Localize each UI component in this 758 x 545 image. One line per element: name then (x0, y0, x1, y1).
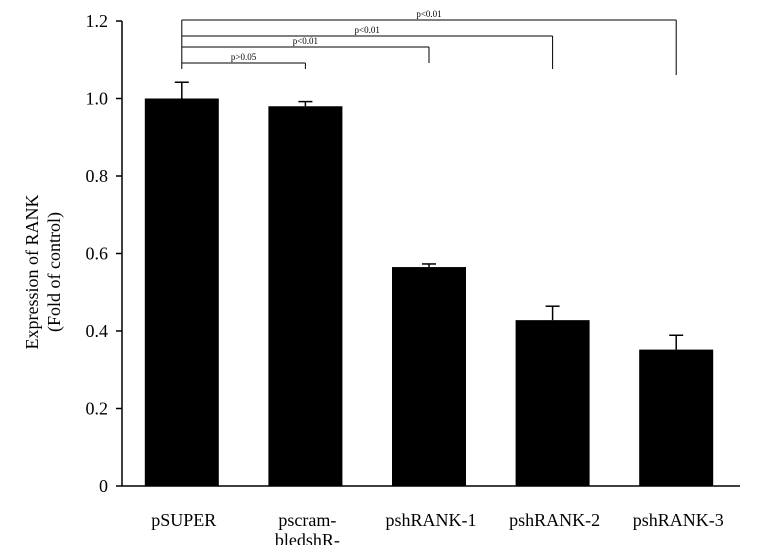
bar (639, 349, 714, 486)
y-axis-title: Expression of RANK (Fold of control) (22, 195, 65, 350)
x-axis: pSUPER pscram-bledshR-pshRANK-1 pshRANK-2 p… (122, 485, 740, 545)
significance-label: p<0.01 (416, 9, 441, 19)
significance-brackets: p>0.05 p<0.01 p<0.01 p<0.01 (181, 9, 677, 75)
error-bars (174, 81, 684, 350)
bars (144, 98, 714, 486)
y-tick-label: 0 (99, 476, 108, 496)
y-tick-label: 0.8 (86, 166, 109, 186)
y-tick-label: 0.4 (86, 321, 109, 341)
significance-label: p<0.01 (355, 25, 380, 35)
bar (144, 98, 219, 486)
y-tick-label: 0.6 (86, 244, 109, 264)
significance-label: p<0.01 (293, 36, 318, 46)
y-tick-label: 0.2 (86, 399, 109, 419)
bar (392, 267, 466, 486)
x-tick-label: pshRANK-1 (385, 510, 476, 530)
x-tick-label: pscram-bledshR- (275, 510, 340, 545)
bar (268, 106, 343, 486)
x-tick-label: pSUPER (151, 510, 216, 530)
y-tick-label: 1.0 (86, 89, 109, 109)
bar (515, 320, 590, 486)
x-tick-label: pshRANK-3 (633, 510, 724, 530)
y-tick-label: 1.2 (86, 11, 109, 31)
y-axis: 0 0.2 0.4 0.6 0.8 1.0 1.2 (86, 11, 123, 496)
significance-label: p>0.05 (231, 52, 257, 62)
x-tick-label: pshRANK-2 (509, 510, 600, 530)
